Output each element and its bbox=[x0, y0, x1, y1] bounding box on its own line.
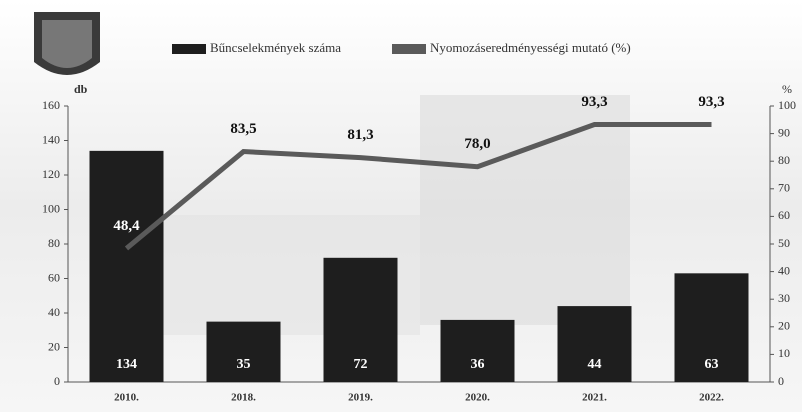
bar-value-label: 63 bbox=[705, 357, 719, 372]
y2-tick-label: 20 bbox=[778, 319, 790, 333]
x-tick-label: 2019. bbox=[348, 392, 373, 404]
bar bbox=[557, 306, 632, 382]
y-tick-label: 100 bbox=[42, 201, 60, 215]
y2-axis-label: % bbox=[782, 82, 792, 96]
legend-label: Bűncselekmények száma bbox=[210, 40, 341, 55]
y-tick-label: 0 bbox=[54, 374, 60, 388]
y2-tick-label: 70 bbox=[778, 181, 790, 195]
y2-tick-label: 100 bbox=[778, 98, 796, 112]
building bbox=[420, 95, 630, 325]
bar-value-label: 44 bbox=[588, 357, 602, 372]
y2-tick-label: 50 bbox=[778, 236, 790, 250]
y-tick-label: 80 bbox=[48, 236, 60, 250]
legend-label: Nyomozáseredményességi mutató (%) bbox=[430, 40, 631, 55]
y-tick-label: 60 bbox=[48, 270, 60, 284]
x-tick-label: 2018. bbox=[231, 392, 256, 404]
y2-tick-label: 10 bbox=[778, 346, 790, 360]
y2-tick-label: 90 bbox=[778, 125, 790, 139]
y-tick-label: 140 bbox=[42, 132, 60, 146]
y2-tick-label: 60 bbox=[778, 208, 790, 222]
line-value-label: 93,3 bbox=[698, 94, 724, 110]
bar-value-label: 72 bbox=[354, 357, 368, 372]
bar bbox=[89, 150, 164, 382]
bar bbox=[674, 273, 749, 382]
y-tick-label: 20 bbox=[48, 339, 60, 353]
line-value-label: 48,4 bbox=[113, 218, 140, 234]
legend-swatch bbox=[392, 44, 426, 54]
bar bbox=[206, 321, 281, 382]
y-tick-label: 120 bbox=[42, 167, 60, 181]
bar-value-label: 36 bbox=[471, 357, 485, 372]
y-axis-label: db bbox=[74, 82, 88, 96]
y2-tick-label: 30 bbox=[778, 291, 790, 305]
line-value-label: 83,5 bbox=[230, 121, 256, 137]
x-tick-label: 2022. bbox=[699, 392, 724, 404]
logo-inner bbox=[42, 20, 92, 68]
line-value-label: 93,3 bbox=[581, 94, 607, 110]
y2-tick-label: 0 bbox=[778, 374, 784, 388]
bar-value-label: 134 bbox=[116, 357, 137, 372]
y-tick-label: 160 bbox=[42, 98, 60, 112]
y2-tick-label: 80 bbox=[778, 153, 790, 167]
x-tick-label: 2010. bbox=[114, 392, 139, 404]
x-tick-label: 2020. bbox=[465, 392, 490, 404]
legend-swatch bbox=[172, 44, 206, 54]
bar bbox=[323, 257, 398, 382]
line-value-label: 81,3 bbox=[347, 127, 373, 143]
bar bbox=[440, 319, 515, 382]
line bbox=[124, 121, 712, 251]
line-value-label: 78,0 bbox=[464, 136, 490, 152]
x-tick-label: 2021. bbox=[582, 392, 607, 404]
bar-value-label: 35 bbox=[237, 357, 251, 372]
y-tick-label: 40 bbox=[48, 305, 60, 319]
y2-tick-label: 40 bbox=[778, 263, 790, 277]
